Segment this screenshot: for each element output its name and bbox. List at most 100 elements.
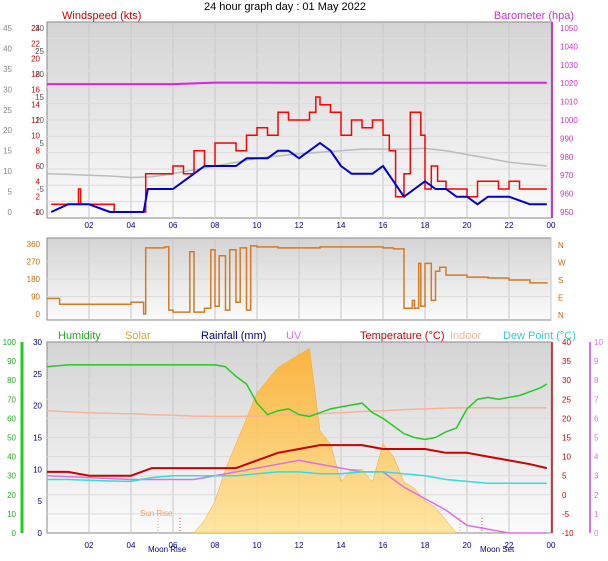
wind-inner-tick-5: 5 — [40, 139, 45, 148]
barometer-tick-4: 1010 — [560, 98, 578, 107]
moon-rise-label: Moon Rise — [148, 545, 187, 554]
thp-hour-label-16: 16 — [379, 541, 388, 550]
windspeed-tick-2: 20 — [31, 55, 40, 64]
windspeed-tick-7: 10 — [31, 131, 40, 140]
temperature-tick-1: 35 — [562, 357, 571, 366]
windspeed-axis-label: Windspeed (kts) — [62, 10, 141, 22]
uv-tick-5: 5 — [594, 434, 599, 443]
temperature-tick-9: -5 — [562, 510, 570, 519]
windspeed-tick-3: 18 — [31, 70, 40, 79]
legend-temperature: Temperature (°C) — [360, 330, 444, 342]
wind-inner-tick-7: -5 — [37, 185, 45, 194]
windspeed-tick-6: 12 — [31, 116, 40, 125]
temperature-tick-3: 25 — [562, 395, 571, 404]
wind-outer-left-tick-4: 25 — [3, 106, 12, 115]
wind-inner-tick-8: -10 — [32, 208, 44, 217]
humidity-tick-6: 40 — [7, 453, 16, 462]
wind-outer-left-tick-8: 5 — [8, 188, 13, 197]
uv-tick-6: 4 — [594, 453, 599, 462]
windspeed-tick-5: 14 — [31, 101, 40, 110]
direction-deg-tick-0: 360 — [27, 240, 41, 249]
windspeed-tick-9: 6 — [36, 162, 41, 171]
solar-tick-1: 25 — [33, 370, 42, 379]
barometer-tick-10: 950 — [560, 208, 574, 217]
solar-tick-6: 0 — [38, 529, 43, 538]
thp-hour-label-22: 22 — [505, 541, 514, 550]
wind-hour-label-18: 18 — [421, 221, 430, 230]
temperature-tick-4: 20 — [562, 414, 571, 423]
humidity-line — [46, 364, 548, 441]
wind-outer-left-tick-1: 40 — [3, 44, 12, 53]
solar-tick-3: 15 — [33, 434, 42, 443]
wind-outer-left-tick-6: 15 — [3, 147, 12, 156]
solar-tick-5: 5 — [38, 497, 43, 506]
wind-outer-left-tick-5: 20 — [3, 126, 12, 135]
thp-hour-label-08: 08 — [211, 541, 220, 550]
solar-tick-4: 10 — [33, 465, 42, 474]
temperature-line — [47, 444, 548, 477]
barometer-tick-5: 1000 — [560, 116, 578, 125]
humidity-tick-4: 60 — [7, 414, 16, 423]
uv-tick-8: 2 — [594, 491, 599, 500]
wind-hour-label-16: 16 — [379, 221, 388, 230]
windspeed-tick-11: 2 — [36, 193, 41, 202]
humidity-tick-1: 90 — [7, 357, 16, 366]
legend-indoor: Indoor — [450, 330, 482, 342]
uv-line — [46, 459, 547, 534]
direction-compass-1: W — [558, 259, 566, 268]
wind-outer-left-tick-7: 10 — [3, 167, 12, 176]
wind-hour-label-04: 04 — [127, 221, 136, 230]
temperature-tick-2: 30 — [562, 376, 571, 385]
thp-hour-label-12: 12 — [295, 541, 304, 550]
wind-inner-tick-4: 10 — [35, 116, 44, 125]
sun-rise-label: Sun Rise — [140, 509, 173, 518]
thp-hour-label-14: 14 — [337, 541, 346, 550]
wind-inner-tick-1: 25 — [35, 47, 44, 56]
wind-inner-tick-3: 15 — [35, 93, 44, 102]
graph-title: 24 hour graph day : 01 May 2022 — [204, 1, 366, 13]
barometer-tick-2: 1030 — [560, 61, 578, 70]
direction-compass-0: N — [558, 241, 564, 250]
direction-deg-tick-4: 0 — [36, 310, 41, 319]
direction-deg-tick-3: 90 — [31, 293, 40, 302]
uv-tick-9: 1 — [594, 510, 599, 519]
direction-deg-tick-1: 270 — [27, 258, 41, 267]
barometer-tick-1: 1040 — [560, 42, 578, 51]
windspeed-tick-12: 0 — [36, 208, 41, 217]
wind-direction-line — [47, 245, 548, 315]
legend-rainfall: Rainfall (mm) — [201, 330, 266, 342]
uv-tick-0: 10 — [594, 338, 603, 347]
barometer-tick-0: 1050 — [560, 24, 578, 33]
dew-point-line — [47, 471, 547, 485]
temperature-panel: Humidity Solar Rainfall (mm) UV Temperat… — [3, 330, 604, 554]
legend-dew-point: Dew Point (°C) — [503, 330, 576, 342]
barometer-tick-7: 980 — [560, 153, 574, 162]
thp-hour-label-18: 18 — [421, 541, 430, 550]
direction-compass-2: S — [558, 276, 563, 285]
wind-inner-tick-6: 0 — [40, 162, 45, 171]
wind-panel: Windspeed (kts) Barometer (hpa) 02 04 06 08… — [3, 10, 578, 230]
temperature-tick-0: 40 — [562, 338, 571, 347]
thp-hour-label-00: 00 — [547, 541, 556, 550]
wind-hour-label-08: 08 — [211, 221, 220, 230]
humidity-tick-9: 10 — [7, 510, 16, 519]
thp-hour-label-10: 10 — [253, 541, 262, 550]
humidity-tick-5: 50 — [7, 434, 16, 443]
legend-solar: Solar — [125, 330, 151, 342]
wind-hour-label-12: 12 — [295, 221, 304, 230]
solar-tick-2: 20 — [33, 402, 42, 411]
barometer-tick-9: 960 — [560, 190, 574, 199]
average-wind-line — [50, 142, 547, 213]
direction-compass-3: E — [558, 294, 563, 303]
wind-outer-left-tick-3: 30 — [3, 85, 12, 94]
wind-outer-left-tick-0: 45 — [3, 24, 12, 33]
humidity-tick-10: 0 — [12, 529, 17, 538]
secondary-line — [46, 147, 547, 179]
solar-tick-0: 30 — [33, 338, 42, 347]
humidity-tick-3: 70 — [7, 395, 16, 404]
barometer-axis-label: Barometer (hpa) — [494, 10, 574, 22]
uv-tick-2: 8 — [594, 376, 599, 385]
uv-tick-10: 0 — [594, 529, 599, 538]
